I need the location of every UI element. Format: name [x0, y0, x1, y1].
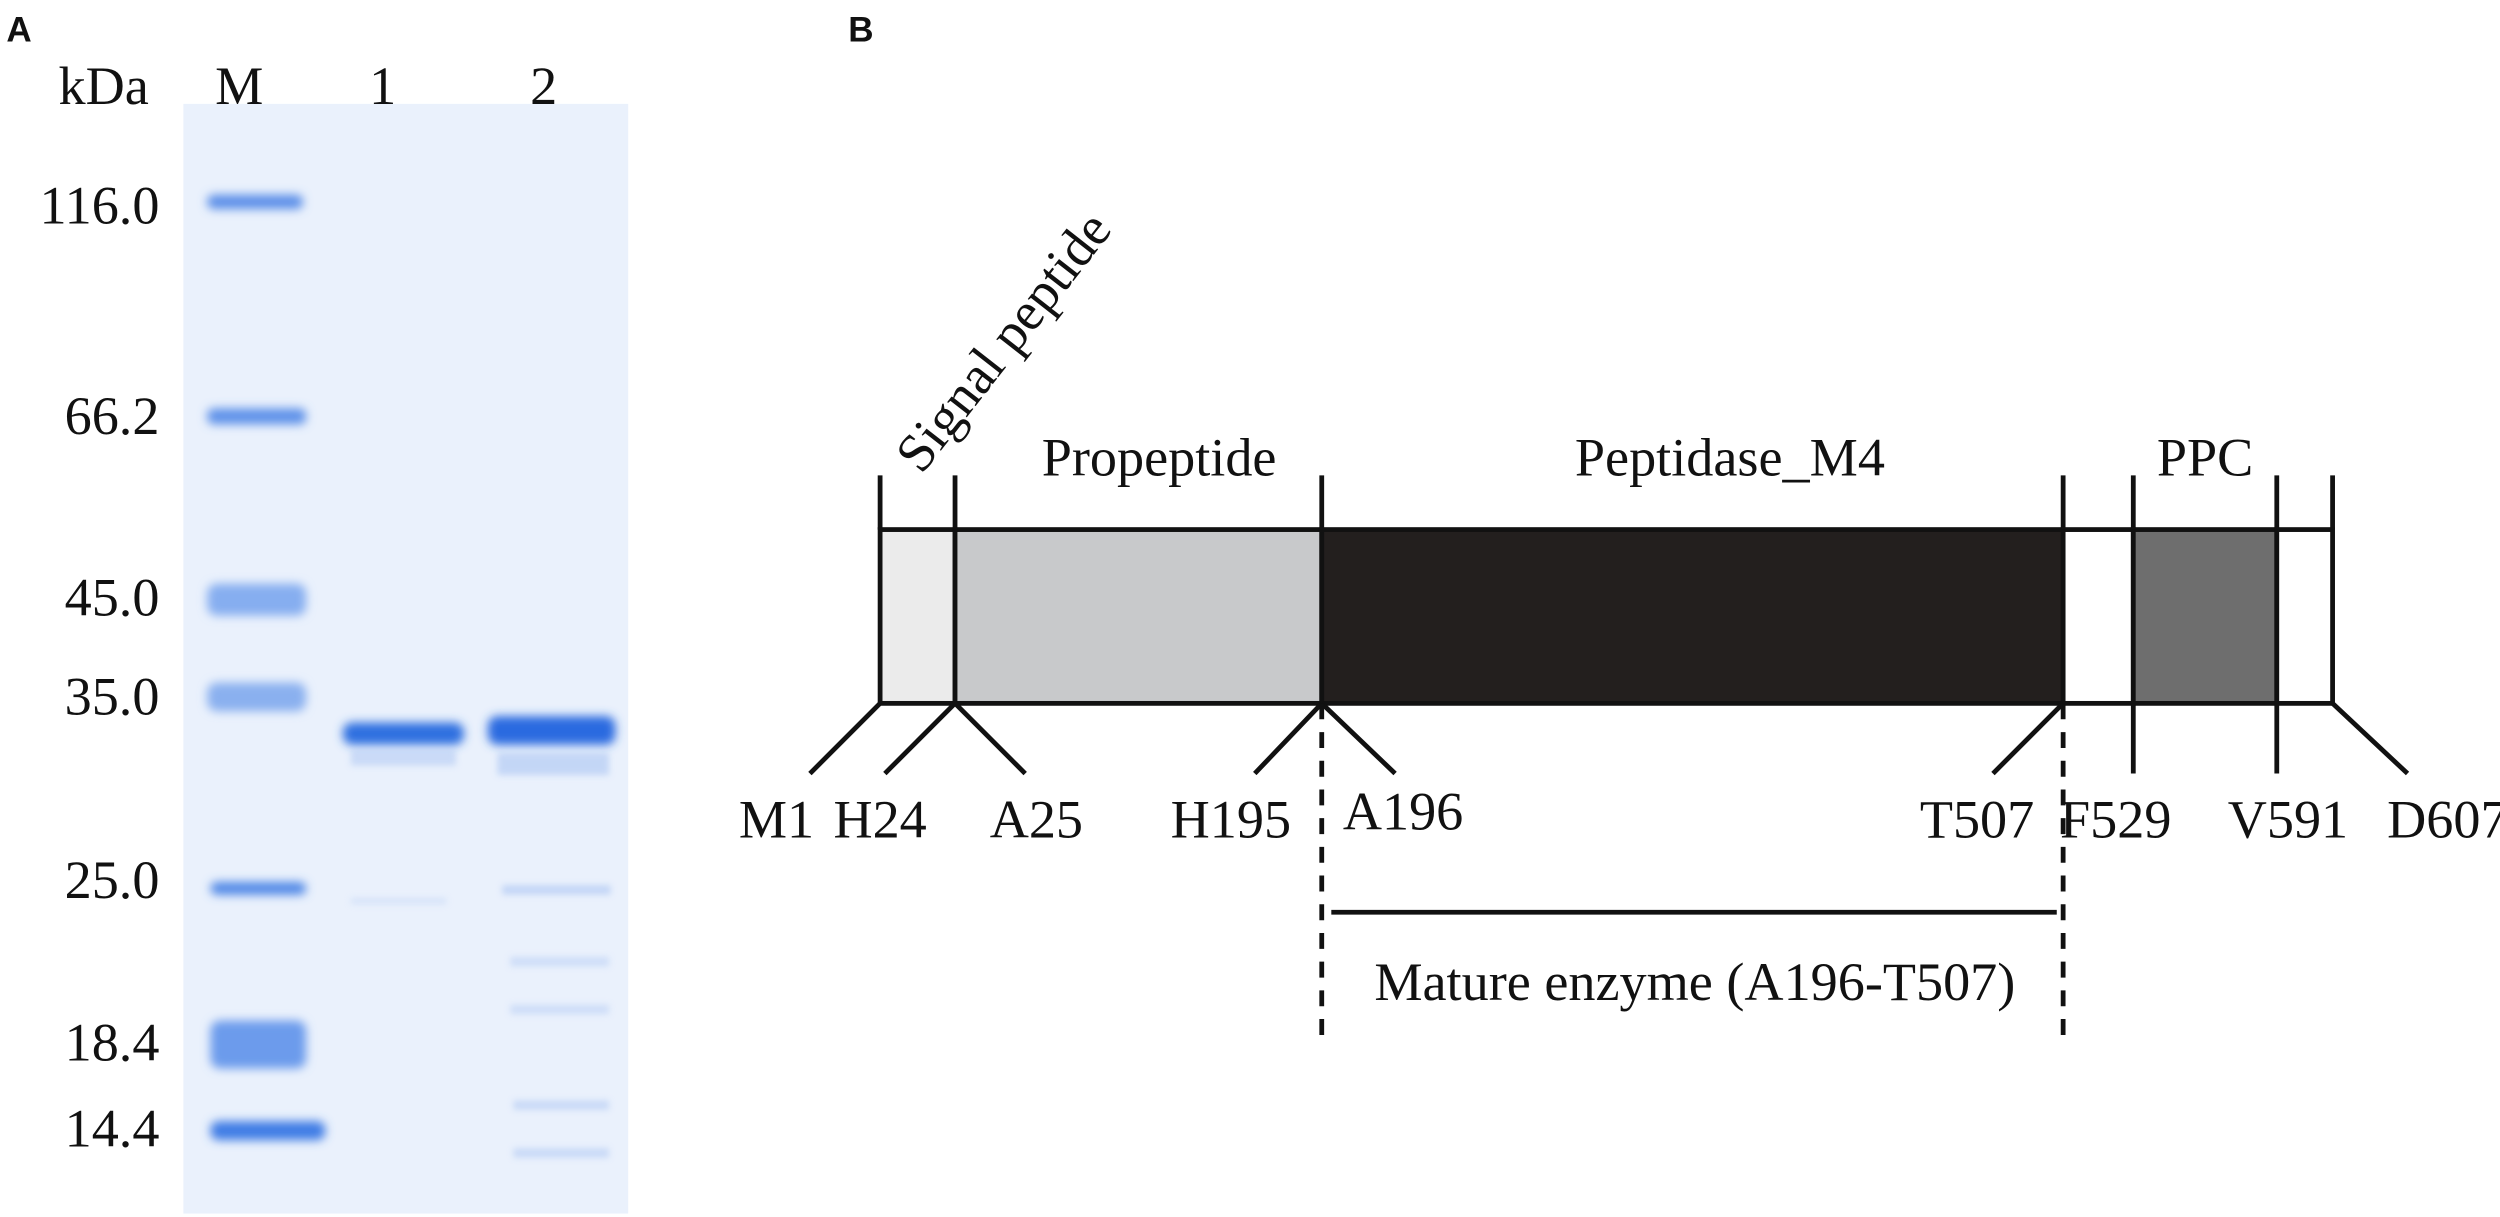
marker-label: 116.0	[40, 175, 160, 235]
residue-label: H195	[1171, 789, 1291, 849]
unit-label: kDa	[58, 56, 148, 116]
residue-label: V591	[2228, 789, 2348, 849]
domain-bar	[808, 475, 2410, 1040]
marker-label: 14.4	[65, 1099, 160, 1159]
residue-label: D607	[2387, 789, 2500, 849]
residue-label: F529	[2060, 789, 2171, 849]
panel-label: A	[6, 11, 31, 50]
domain-label: Propeptide	[1042, 427, 1277, 487]
residue-label: A25	[990, 789, 1083, 849]
marker-label: 25.0	[65, 850, 160, 910]
residue-label: A196	[1343, 781, 1463, 841]
lane-label: 1	[369, 56, 396, 116]
residue-label: H24	[833, 789, 926, 849]
domain-label: PPC	[2157, 427, 2253, 487]
domain-label: Peptidase_M4	[1575, 427, 1885, 487]
mature-enzyme-label: Mature enzyme (A196-T507)	[1374, 952, 2015, 1012]
lane-label: 2	[530, 56, 557, 116]
marker-label: 35.0	[65, 667, 160, 727]
residue-label: T507	[1920, 789, 2034, 849]
marker-label: 66.2	[65, 386, 160, 446]
marker-label: 18.4	[65, 1013, 160, 1073]
marker-label: 45.0	[65, 568, 160, 628]
gel-bands	[207, 194, 616, 1158]
residue-label: M1	[739, 789, 814, 849]
panel-label: B	[848, 11, 873, 50]
lane-label: M	[215, 56, 263, 116]
